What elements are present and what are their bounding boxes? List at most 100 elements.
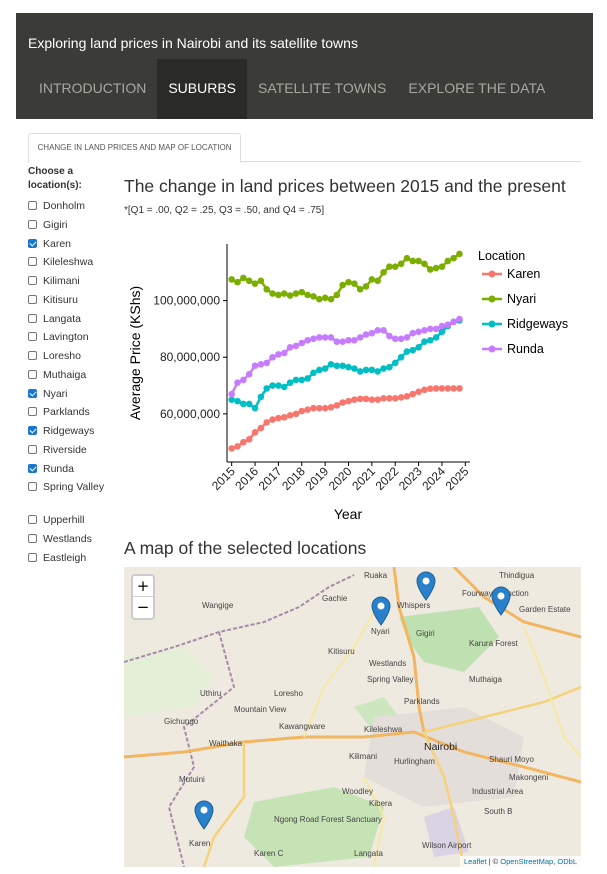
checkbox-eastleigh[interactable] xyxy=(28,552,37,562)
location-option-nyari[interactable]: Nyari xyxy=(28,387,118,406)
location-option-eastleigh[interactable]: Eastleigh xyxy=(28,551,118,570)
legend-swatch-dot xyxy=(488,345,496,353)
location-option-ridgeways[interactable]: Ridgeways xyxy=(28,424,118,443)
map-label-hurlingham: Hurlingham xyxy=(394,757,435,766)
checkbox-kilimani[interactable] xyxy=(28,276,37,285)
road xyxy=(303,611,375,738)
zoom-in-button[interactable]: + xyxy=(133,576,153,597)
map-marker-runda[interactable] xyxy=(416,571,436,601)
data-point-runda xyxy=(304,336,311,344)
location-sidebar: Choose a location(s): Donholm Gigiri Karen… xyxy=(28,165,118,570)
map-marker-karen[interactable] xyxy=(194,800,214,830)
data-point-karen xyxy=(275,414,282,422)
data-point-ridgeways xyxy=(263,385,271,392)
location-map[interactable]: Ruaka Thindigua Gachie Whispers Fourways Jun… xyxy=(124,567,581,867)
data-point-ridgeways xyxy=(240,400,247,408)
data-point-karen xyxy=(421,386,428,394)
legend-title: Location xyxy=(478,249,525,263)
location-option-parklands[interactable]: Parklands xyxy=(28,405,118,424)
checkbox-ridgeways[interactable] xyxy=(28,426,37,435)
map-label-whispers: Whispers xyxy=(397,601,431,610)
map-label-waithaka: Waithaka xyxy=(209,739,243,748)
x-tick-label: 2024 xyxy=(419,464,448,493)
leaflet-link[interactable]: Leaflet xyxy=(464,857,487,866)
checkbox-spring-valley[interactable] xyxy=(28,482,37,492)
tab-satellite-towns[interactable]: SATELLITE TOWNS xyxy=(258,80,387,96)
tab-change-in-land-prices[interactable]: CHANGE IN LAND PRICES AND MAP OF LOCATIO… xyxy=(28,133,241,163)
location-option-spring-valley[interactable]: Spring Valley xyxy=(28,480,118,513)
location-option-riverside[interactable]: Riverside xyxy=(28,443,118,462)
tab-introduction[interactable]: INTRODUCTION xyxy=(39,80,147,96)
tab-suburbs[interactable]: SUBURBS xyxy=(157,59,248,119)
data-point-karen xyxy=(251,428,259,436)
data-point-ridgeways xyxy=(415,344,422,351)
checkbox-langata[interactable] xyxy=(28,313,37,323)
map-marker-nyari[interactable] xyxy=(371,596,391,626)
location-label: Parklands xyxy=(43,406,90,419)
checkbox-loresho[interactable] xyxy=(28,351,37,360)
location-label: Langata xyxy=(43,312,81,325)
map-label-ruaka: Ruaka xyxy=(364,571,388,580)
data-point-runda xyxy=(345,336,352,344)
checkbox-karen[interactable] xyxy=(28,238,37,248)
map-label-garden-estate: Garden Estate xyxy=(519,605,571,614)
tab-explore-the-data[interactable]: EXPLORE THE DATA xyxy=(408,80,546,96)
major-road xyxy=(392,567,426,733)
map-label-kibera: Kibera xyxy=(369,799,393,808)
location-option-loresho[interactable]: Loresho xyxy=(28,349,118,368)
checkbox-upperhill[interactable] xyxy=(28,515,37,525)
checkbox-kitisuru[interactable] xyxy=(28,294,37,304)
data-point-ridgeways xyxy=(345,363,352,371)
data-point-nyari xyxy=(403,254,411,262)
data-point-ridgeways xyxy=(409,346,417,354)
map-label-wangige: Wangige xyxy=(202,601,234,610)
data-point-karen xyxy=(304,406,311,413)
location-option-kileleshwa[interactable]: Kileleshwa xyxy=(28,255,118,274)
location-option-karen[interactable]: Karen xyxy=(28,237,118,256)
checkbox-gigiri[interactable] xyxy=(28,219,37,229)
checkbox-runda[interactable] xyxy=(28,463,37,473)
checkbox-muthaiga[interactable] xyxy=(28,369,37,379)
checkbox-parklands[interactable] xyxy=(28,407,37,417)
location-option-kitisuru[interactable]: Kitisuru xyxy=(28,293,118,312)
map-label-south-b: South B xyxy=(484,807,513,816)
location-option-donholm[interactable]: Donholm xyxy=(28,199,118,218)
location-option-kilimani[interactable]: Kilimani xyxy=(28,274,118,293)
data-point-karen xyxy=(228,445,235,452)
checkbox-riverside[interactable] xyxy=(28,444,37,454)
x-tick-label: 2025 xyxy=(443,464,472,493)
data-point-nyari xyxy=(415,257,422,265)
data-point-nyari xyxy=(421,260,428,268)
checkbox-donholm[interactable] xyxy=(28,201,37,210)
location-option-lavington[interactable]: Lavington xyxy=(28,330,118,349)
location-option-gigiri[interactable]: Gigiri xyxy=(28,218,118,237)
data-point-runda xyxy=(321,334,329,341)
location-label: Nyari xyxy=(43,387,68,400)
data-point-ridgeways xyxy=(368,366,376,374)
map-label-muthaiga: Muthaiga xyxy=(469,675,502,684)
data-point-karen xyxy=(368,396,376,404)
location-option-runda[interactable]: Runda xyxy=(28,462,118,481)
data-point-karen xyxy=(450,385,457,392)
odbl-link[interactable]: ODbL xyxy=(557,857,577,866)
location-option-muthaiga[interactable]: Muthaiga xyxy=(28,368,118,387)
zoom-out-button[interactable]: − xyxy=(136,598,150,616)
location-option-upperhill[interactable]: Upperhill xyxy=(28,513,118,532)
location-option-langata[interactable]: Langata xyxy=(28,312,118,331)
location-label: Loresho xyxy=(43,350,81,362)
osm-link[interactable]: OpenStreetMap xyxy=(500,857,554,866)
data-point-ridgeways xyxy=(228,396,235,404)
map-marker-ridgeways[interactable] xyxy=(491,586,511,616)
location-option-westlands[interactable]: Westlands xyxy=(28,532,118,551)
legend-label-karen: Karen xyxy=(507,267,540,281)
checkbox-westlands[interactable] xyxy=(28,534,37,543)
checkbox-nyari[interactable] xyxy=(28,388,37,398)
data-point-runda xyxy=(333,338,341,345)
data-point-karen xyxy=(333,402,341,409)
data-point-karen xyxy=(286,411,294,419)
checkbox-lavington[interactable] xyxy=(28,332,37,342)
checkbox-kileleshwa[interactable] xyxy=(28,257,37,267)
data-point-nyari xyxy=(438,263,446,270)
data-point-runda xyxy=(298,339,306,347)
series-line-karen xyxy=(231,387,460,450)
